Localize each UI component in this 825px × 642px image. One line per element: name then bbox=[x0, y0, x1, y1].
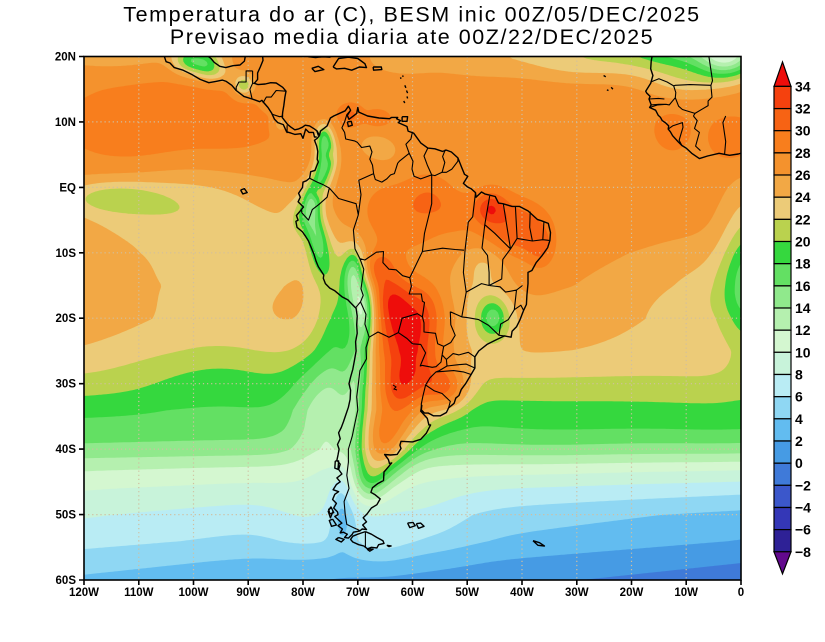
svg-text:100W: 100W bbox=[178, 587, 208, 599]
svg-text:30W: 30W bbox=[565, 587, 589, 599]
svg-text:40W: 40W bbox=[510, 587, 534, 599]
svg-text:22: 22 bbox=[795, 211, 811, 227]
svg-text:70W: 70W bbox=[346, 587, 370, 599]
svg-text:16: 16 bbox=[795, 278, 811, 294]
svg-text:−4: −4 bbox=[795, 500, 811, 516]
svg-text:50S: 50S bbox=[56, 510, 77, 522]
svg-text:24: 24 bbox=[795, 189, 811, 205]
svg-text:60S: 60S bbox=[56, 575, 77, 587]
svg-text:50W: 50W bbox=[455, 587, 479, 599]
svg-text:20W: 20W bbox=[620, 587, 644, 599]
svg-text:6: 6 bbox=[795, 389, 803, 405]
svg-text:10S: 10S bbox=[56, 248, 77, 260]
svg-text:20S: 20S bbox=[56, 313, 77, 325]
svg-text:80W: 80W bbox=[291, 587, 315, 599]
svg-text:10: 10 bbox=[795, 344, 811, 360]
svg-text:4: 4 bbox=[795, 411, 803, 427]
svg-text:34: 34 bbox=[795, 78, 811, 94]
svg-text:0: 0 bbox=[795, 455, 803, 471]
svg-text:40S: 40S bbox=[56, 444, 77, 456]
svg-text:28: 28 bbox=[795, 145, 811, 161]
svg-text:Temperatura do ar (C), BESM in: Temperatura do ar (C), BESM inic 00Z/05/… bbox=[123, 3, 700, 27]
svg-text:14: 14 bbox=[795, 300, 811, 316]
svg-text:26: 26 bbox=[795, 167, 811, 183]
svg-text:8: 8 bbox=[795, 367, 803, 383]
svg-text:120W: 120W bbox=[69, 587, 99, 599]
svg-text:−2: −2 bbox=[795, 477, 811, 493]
svg-text:−8: −8 bbox=[795, 544, 811, 560]
svg-text:18: 18 bbox=[795, 256, 811, 272]
svg-text:10N: 10N bbox=[55, 117, 76, 129]
svg-text:12: 12 bbox=[795, 322, 811, 338]
svg-text:2: 2 bbox=[795, 433, 803, 449]
svg-text:32: 32 bbox=[795, 101, 811, 117]
svg-text:20N: 20N bbox=[55, 52, 76, 64]
svg-text:30S: 30S bbox=[56, 379, 77, 391]
svg-text:EQ: EQ bbox=[59, 182, 76, 194]
svg-text:110W: 110W bbox=[124, 587, 154, 599]
svg-text:90W: 90W bbox=[236, 587, 260, 599]
svg-text:20: 20 bbox=[795, 234, 811, 250]
svg-text:0: 0 bbox=[738, 587, 744, 599]
svg-text:30: 30 bbox=[795, 123, 811, 139]
svg-text:10W: 10W bbox=[674, 587, 698, 599]
svg-text:−6: −6 bbox=[795, 522, 811, 538]
svg-text:60W: 60W bbox=[401, 587, 425, 599]
svg-text:Previsao media diaria ate 00Z/: Previsao media diaria ate 00Z/22/DEC/202… bbox=[170, 25, 654, 49]
